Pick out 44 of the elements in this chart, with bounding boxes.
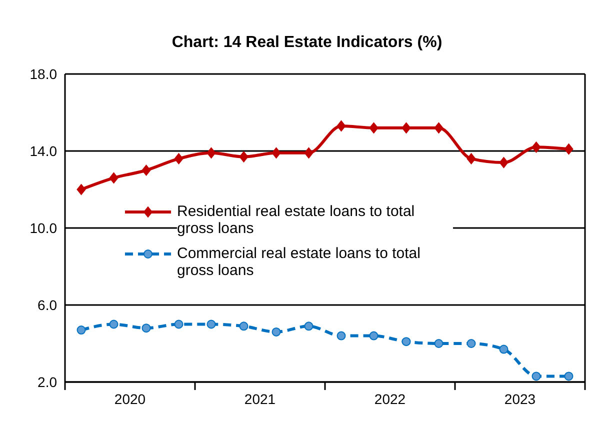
point xyxy=(532,372,541,381)
chart-title: Chart: 14 Real Estate Indicators (%) xyxy=(170,34,444,52)
point xyxy=(206,147,216,158)
point xyxy=(402,122,411,134)
y-tick-label: 14.0 xyxy=(30,142,58,159)
y-tick-label: 18.0 xyxy=(30,66,58,82)
point xyxy=(304,147,314,158)
point xyxy=(239,322,248,331)
x-tick-label: 2020 xyxy=(114,391,146,407)
point xyxy=(499,157,508,168)
point xyxy=(499,344,508,354)
point xyxy=(239,151,248,162)
point xyxy=(109,172,118,184)
point xyxy=(434,339,444,348)
y-tick-label: 2.0 xyxy=(38,374,58,390)
point xyxy=(466,153,476,164)
x-tick-label: 2022 xyxy=(374,391,406,407)
point xyxy=(142,164,151,176)
legend-label: Residential real estate loans to total gross loans xyxy=(177,203,453,237)
point xyxy=(76,326,86,335)
point xyxy=(369,331,378,340)
point xyxy=(564,372,574,381)
point xyxy=(206,320,216,329)
point xyxy=(109,320,118,329)
point xyxy=(272,147,281,158)
point xyxy=(564,144,574,155)
point xyxy=(142,324,151,333)
y-tick-label: 6.0 xyxy=(38,296,58,313)
point xyxy=(174,320,184,329)
point xyxy=(76,184,86,195)
y-tick-label: 10.0 xyxy=(30,220,58,236)
point xyxy=(532,142,541,153)
point xyxy=(304,322,314,331)
point xyxy=(466,339,476,348)
point xyxy=(402,337,411,346)
point xyxy=(174,153,184,164)
x-tick-label: 2023 xyxy=(504,391,536,407)
point xyxy=(336,120,346,132)
point xyxy=(336,331,346,340)
point xyxy=(272,327,281,336)
point xyxy=(369,122,378,134)
point xyxy=(434,122,444,134)
x-tick-label: 2021 xyxy=(244,391,276,407)
legend-label: Commercial real estate loans to total gross loans xyxy=(177,245,453,279)
